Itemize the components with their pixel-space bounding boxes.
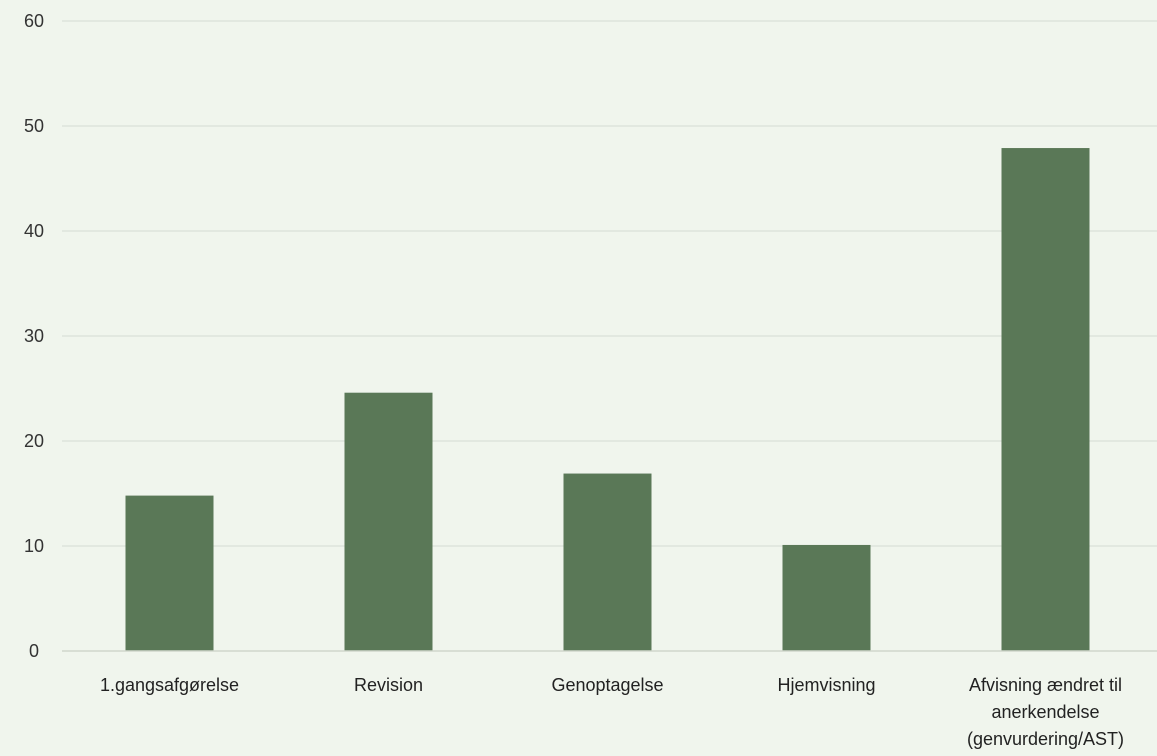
x-tick-label: Genoptagelse: [551, 675, 663, 695]
bar: [1001, 148, 1090, 652]
bar: [563, 473, 652, 651]
y-tick-label: 50: [24, 116, 44, 136]
gridlines: [62, 20, 1157, 547]
y-tick-label: 60: [24, 11, 44, 31]
x-tick-label: Revision: [354, 675, 423, 695]
x-tick-label: Hjemvisning: [777, 675, 875, 695]
x-tick-label: 1.gangsafgørelse: [100, 675, 239, 695]
y-tick-label: 30: [24, 326, 44, 346]
y-tick-label: 10: [24, 536, 44, 556]
x-tick-label: (genvurdering/AST): [967, 729, 1124, 749]
bar: [344, 392, 433, 651]
x-tick-label: anerkendelse: [991, 702, 1099, 722]
bar: [125, 495, 214, 651]
y-tick-label: 20: [24, 431, 44, 451]
bars: [125, 148, 1090, 652]
x-axis-labels: 1.gangsafgørelse Revision Genoptagelse Hjem…: [100, 675, 1124, 749]
y-tick-label: 40: [24, 221, 44, 241]
y-axis-ticks: 0 10 20 30 40 50 60: [24, 11, 44, 661]
x-tick-label: Afvisning ændret til: [969, 675, 1122, 695]
bar: [782, 544, 871, 651]
y-tick-label: 0: [29, 641, 39, 661]
